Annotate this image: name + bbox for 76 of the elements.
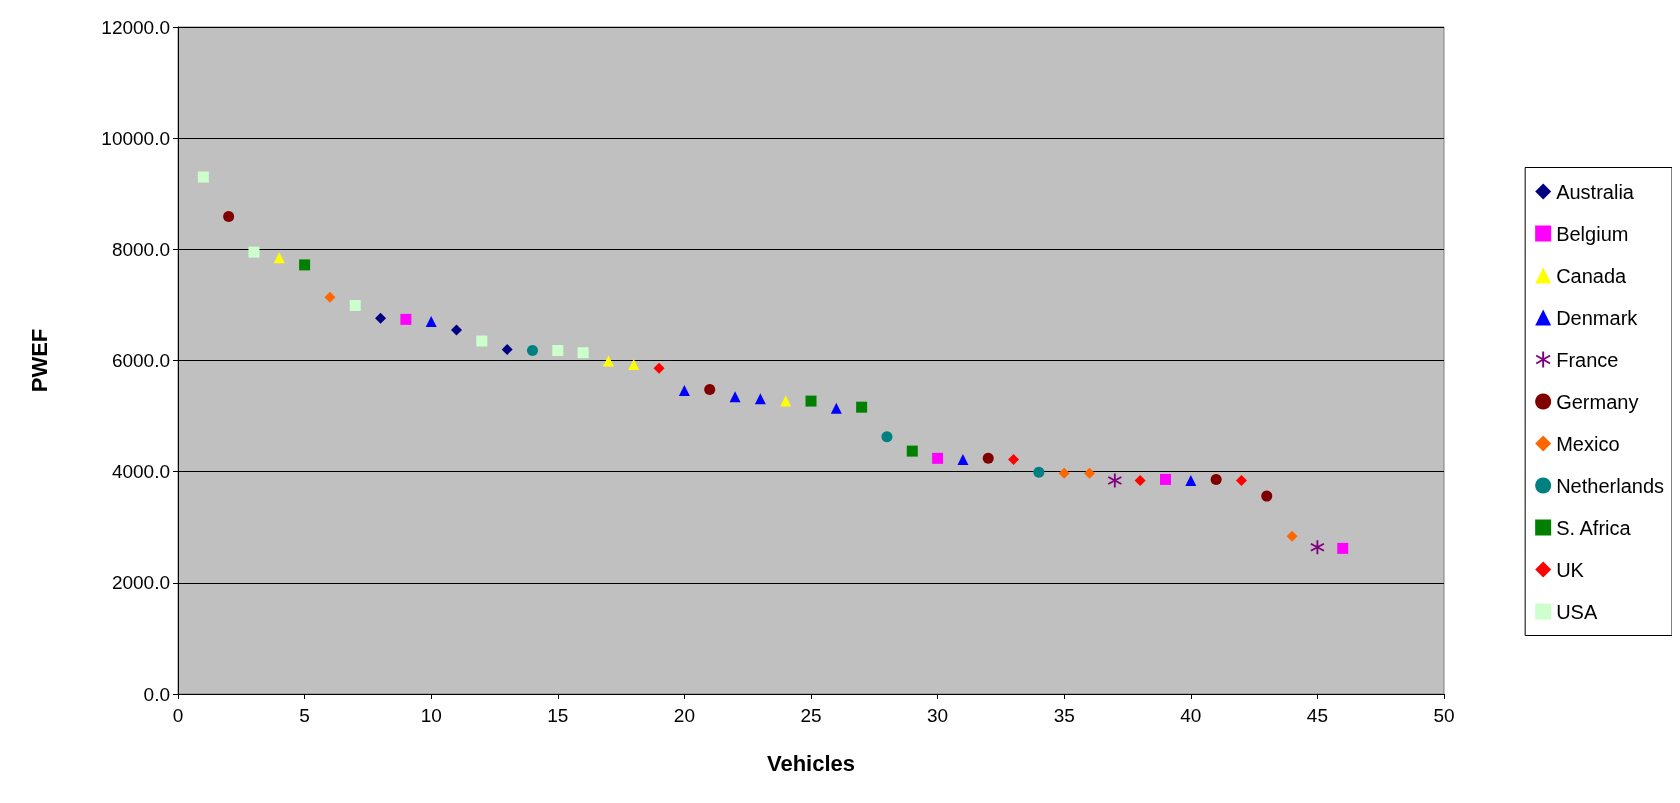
x-tick-label: 0 xyxy=(172,705,184,726)
point xyxy=(501,343,513,355)
y-tick-label: 12000.0 xyxy=(101,16,170,38)
point xyxy=(932,452,944,464)
point xyxy=(299,259,311,271)
point xyxy=(1310,540,1325,555)
point xyxy=(375,312,387,324)
legend-label: Mexico xyxy=(1556,432,1620,455)
y-tick-label: 10000.0 xyxy=(101,127,170,149)
point xyxy=(805,395,817,407)
point xyxy=(856,401,868,413)
point xyxy=(754,393,766,405)
point xyxy=(273,252,285,264)
legend-label: Denmark xyxy=(1556,306,1639,329)
point xyxy=(653,362,665,374)
point xyxy=(349,299,361,311)
point xyxy=(602,355,614,367)
point xyxy=(400,313,412,325)
y-tick-label: 4000.0 xyxy=(111,461,170,483)
x-tick-label: 25 xyxy=(800,705,822,726)
point xyxy=(1159,473,1171,485)
point xyxy=(552,344,564,356)
x-tick-label: 30 xyxy=(927,705,949,726)
point xyxy=(1210,473,1222,485)
point xyxy=(1033,466,1045,478)
legend-label: France xyxy=(1556,348,1619,371)
point xyxy=(577,347,589,359)
point xyxy=(704,383,716,395)
x-tick-label: 5 xyxy=(299,705,310,726)
point xyxy=(324,291,336,303)
point xyxy=(678,385,690,397)
legend-label: UK xyxy=(1556,558,1585,581)
point xyxy=(1185,475,1197,487)
y-tick-label: 2000.0 xyxy=(111,572,170,594)
x-tick-label: 35 xyxy=(1053,705,1075,726)
point xyxy=(1084,467,1096,479)
point xyxy=(1235,475,1247,487)
x-tick-label: 10 xyxy=(420,705,442,726)
point xyxy=(1134,475,1146,487)
point xyxy=(248,246,260,258)
y-tick-label: 8000.0 xyxy=(111,238,170,260)
point xyxy=(830,402,842,414)
point xyxy=(982,452,994,464)
point xyxy=(425,316,437,328)
point xyxy=(1261,490,1273,502)
point xyxy=(526,345,538,356)
point xyxy=(628,358,640,370)
y-axis-title: PWEF xyxy=(26,328,52,393)
point xyxy=(451,324,463,336)
legend-label: Germany xyxy=(1556,390,1639,413)
point xyxy=(223,211,235,223)
x-tick-label: 40 xyxy=(1180,705,1202,726)
legend-label: Canada xyxy=(1556,264,1628,287)
point xyxy=(1337,542,1349,554)
point xyxy=(1286,530,1298,542)
legend-label: Belgium xyxy=(1556,222,1629,245)
point xyxy=(881,431,893,443)
point xyxy=(780,395,792,407)
point xyxy=(476,335,488,347)
x-tick-label: 45 xyxy=(1306,705,1328,726)
legend-label: Netherlands xyxy=(1556,474,1664,497)
y-tick-label: 0.0 xyxy=(143,683,170,705)
x-tick-label: 15 xyxy=(547,705,569,726)
legend-label: Australia xyxy=(1556,180,1635,203)
x-tick-label: 50 xyxy=(1433,705,1455,726)
legend-label: USA xyxy=(1556,600,1598,623)
point xyxy=(906,445,918,457)
point xyxy=(957,453,969,465)
x-axis-title: Vehicles xyxy=(766,750,856,776)
y-tick-label: 6000.0 xyxy=(111,350,170,371)
point xyxy=(197,171,209,183)
x-tick-label: 20 xyxy=(673,705,695,726)
point xyxy=(1008,453,1020,465)
legend-label: S. Africa xyxy=(1556,516,1632,539)
point xyxy=(729,391,741,403)
point xyxy=(1058,467,1070,479)
